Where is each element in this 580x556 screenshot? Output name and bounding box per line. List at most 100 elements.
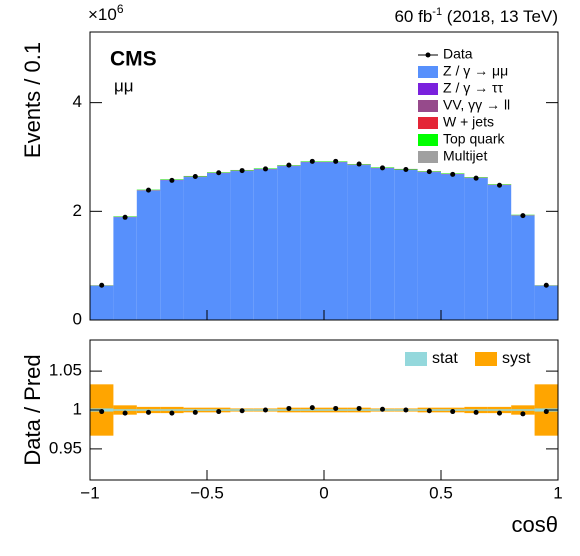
uncertainty-band [113, 409, 137, 411]
data-point [450, 171, 456, 177]
legend-label: VV, γγ → ll [443, 97, 510, 113]
y-multiplier: ×106 [88, 2, 124, 24]
ratio-point [426, 408, 432, 414]
data-point [146, 187, 151, 193]
x-axis-label: cosθ [512, 512, 558, 537]
legend-label: Multijet [443, 148, 487, 164]
data-point [403, 166, 409, 172]
ratio-point [450, 409, 456, 415]
y-tick-label: 0.95 [49, 438, 82, 457]
stack-segment [394, 170, 418, 320]
data-point [473, 175, 479, 181]
legend-label: Top quark [443, 131, 505, 147]
legend-swatch [418, 66, 438, 78]
data-point [169, 177, 175, 183]
stack-segment [417, 172, 441, 320]
ratio-point [216, 409, 222, 415]
stack-segment [160, 180, 184, 320]
legend-label: Z / γ → μμ [443, 63, 508, 79]
x-tick-label: −1 [80, 483, 99, 502]
y-tick-label: 4 [73, 92, 82, 111]
x-tick-label: 1 [553, 483, 562, 502]
data-point [497, 182, 502, 188]
ratio-point [333, 405, 339, 411]
legend-marker [425, 52, 431, 58]
stack-segment [370, 168, 395, 320]
legend-swatch [418, 100, 438, 112]
stack-segment [487, 185, 512, 320]
ratio-point [356, 405, 362, 411]
ratio-point [473, 409, 479, 415]
y-tick-label: 2 [73, 201, 82, 220]
stack-segment [113, 217, 137, 320]
y-axis-label: Events / 0.1 [20, 42, 45, 158]
ratio-point [520, 411, 526, 417]
legend-label: Data [443, 46, 473, 62]
uncertainty-band [511, 409, 535, 411]
data-point [239, 168, 245, 174]
ratio-point [146, 409, 151, 415]
data-point [356, 161, 362, 167]
stack-segment [207, 173, 231, 320]
stack-segment [277, 166, 301, 320]
ratio-point [239, 408, 245, 414]
stack-segment [300, 162, 324, 320]
stack-segment [347, 165, 371, 320]
stack-segment [90, 285, 114, 320]
ratio-point [122, 410, 128, 416]
stack-segment [324, 162, 348, 320]
legend-swatch [418, 117, 438, 129]
ratio-bands [90, 384, 558, 436]
data-point [122, 214, 128, 220]
data-point [216, 170, 222, 176]
data-point [192, 174, 198, 180]
legend-swatch [405, 352, 427, 366]
ratio-point [192, 409, 198, 415]
data-point [99, 282, 105, 288]
ratio-point [497, 410, 502, 416]
lumi-rest: (2018, 13 TeV) [442, 7, 558, 26]
x-tick-label: 0.5 [429, 483, 453, 502]
stack-segment [441, 174, 465, 320]
stack-segment [534, 285, 558, 320]
y-tick-label: 1.05 [49, 361, 82, 380]
data-point [380, 165, 385, 171]
legend-label: syst [502, 350, 531, 367]
stack-segment [464, 178, 488, 320]
legend-label: stat [432, 350, 458, 367]
y-axis-label: Data / Pred [20, 354, 45, 465]
lumi-text: 60 fb [394, 7, 432, 26]
ratio-point [286, 405, 292, 411]
legend-swatch [418, 151, 438, 163]
stack-segment [511, 215, 535, 320]
ratio-point [309, 405, 315, 411]
x-tick-label: −0.5 [190, 483, 224, 502]
legend-swatch [418, 83, 438, 95]
ratio-point [169, 410, 175, 416]
data-point [309, 158, 315, 164]
data-point [286, 162, 292, 168]
legend-swatch [475, 352, 497, 366]
y-tick-label: 1 [73, 399, 82, 418]
stack-segment [136, 190, 161, 320]
uncertainty-band [487, 409, 512, 411]
lumi-sup: -1 [432, 6, 442, 18]
experiment: CMS [110, 48, 157, 71]
y-multiplier-base: ×10 [88, 5, 117, 24]
lumi: 60 fb-1 (2018, 13 TeV) [394, 6, 558, 27]
y-multiplier-exp: 6 [117, 2, 124, 16]
data-point [543, 282, 549, 288]
stack-segment [183, 177, 207, 320]
x-tick-label: 0 [319, 483, 328, 502]
data-point [426, 169, 432, 175]
channel: μμ [114, 76, 134, 95]
y-tick-label: 0 [73, 309, 82, 328]
legend-label: Z / γ → ττ [443, 80, 504, 96]
legend-label: W + jets [443, 114, 494, 130]
uncertainty-band [160, 409, 184, 411]
data-point [263, 166, 268, 172]
stack-segment [253, 169, 278, 320]
data-point [333, 158, 339, 164]
ratio-point [380, 406, 385, 412]
